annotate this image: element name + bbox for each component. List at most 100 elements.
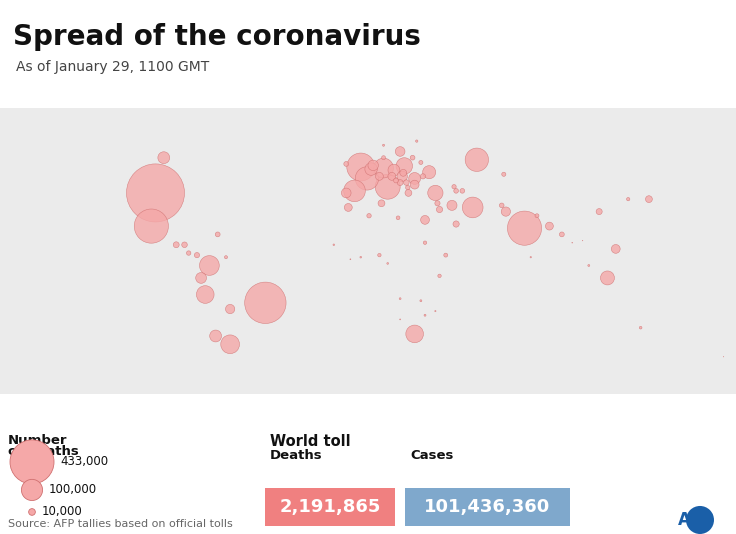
Circle shape	[400, 169, 407, 176]
Circle shape	[388, 172, 396, 180]
Circle shape	[182, 242, 187, 248]
Circle shape	[460, 189, 464, 193]
Circle shape	[454, 189, 459, 193]
Circle shape	[215, 232, 220, 237]
Circle shape	[194, 253, 199, 258]
Text: of deaths: of deaths	[8, 445, 79, 458]
Circle shape	[453, 221, 459, 227]
FancyBboxPatch shape	[265, 488, 395, 526]
Circle shape	[406, 325, 423, 343]
Circle shape	[375, 172, 383, 180]
Circle shape	[127, 164, 185, 222]
Circle shape	[344, 180, 365, 202]
FancyBboxPatch shape	[405, 488, 570, 526]
Circle shape	[572, 242, 573, 243]
Circle shape	[420, 300, 422, 302]
Circle shape	[612, 245, 620, 253]
Circle shape	[355, 167, 378, 190]
Circle shape	[452, 185, 456, 189]
Circle shape	[507, 211, 542, 245]
Circle shape	[196, 272, 207, 284]
Text: As of January 29, 1100 GMT: As of January 29, 1100 GMT	[16, 60, 209, 74]
Circle shape	[158, 152, 170, 163]
Circle shape	[408, 172, 420, 184]
Circle shape	[559, 232, 565, 237]
Circle shape	[502, 172, 506, 176]
Circle shape	[406, 185, 410, 190]
Circle shape	[403, 180, 409, 185]
Circle shape	[530, 256, 531, 258]
Circle shape	[21, 480, 43, 500]
Circle shape	[596, 209, 602, 215]
Circle shape	[134, 209, 169, 243]
Circle shape	[438, 274, 442, 278]
Circle shape	[420, 216, 429, 224]
Circle shape	[378, 200, 385, 207]
Circle shape	[422, 166, 436, 179]
Circle shape	[435, 310, 436, 312]
Circle shape	[383, 144, 385, 146]
Circle shape	[378, 254, 381, 257]
Circle shape	[396, 216, 400, 219]
Circle shape	[410, 155, 415, 160]
Text: 101,436,360: 101,436,360	[425, 498, 551, 516]
Circle shape	[333, 244, 335, 246]
Circle shape	[381, 156, 386, 160]
Circle shape	[221, 335, 239, 354]
Text: Deaths: Deaths	[270, 449, 322, 462]
Circle shape	[374, 158, 394, 178]
Circle shape	[447, 200, 457, 210]
Circle shape	[224, 256, 227, 259]
Circle shape	[186, 251, 191, 255]
Circle shape	[396, 158, 413, 174]
Circle shape	[428, 185, 443, 201]
Circle shape	[436, 207, 442, 213]
Circle shape	[368, 160, 378, 170]
Circle shape	[387, 263, 389, 264]
Circle shape	[424, 315, 426, 316]
Circle shape	[645, 196, 652, 202]
Text: 2,191,865: 2,191,865	[280, 498, 381, 516]
Circle shape	[395, 147, 405, 156]
Circle shape	[399, 298, 401, 300]
Circle shape	[435, 201, 440, 206]
Text: 10,000: 10,000	[41, 506, 82, 519]
Circle shape	[423, 241, 427, 245]
Circle shape	[360, 256, 361, 258]
Circle shape	[210, 330, 222, 342]
Circle shape	[347, 153, 375, 181]
Circle shape	[444, 253, 447, 257]
Circle shape	[10, 440, 54, 484]
Circle shape	[342, 188, 351, 198]
Circle shape	[410, 180, 419, 189]
Circle shape	[397, 171, 408, 182]
Text: 100,000: 100,000	[49, 483, 96, 497]
Text: Spread of the coronavirus: Spread of the coronavirus	[13, 23, 421, 51]
Text: AFP: AFP	[678, 511, 715, 529]
Circle shape	[350, 259, 351, 260]
FancyBboxPatch shape	[0, 108, 736, 394]
Circle shape	[545, 222, 553, 230]
Circle shape	[344, 161, 349, 166]
Circle shape	[375, 174, 400, 199]
Circle shape	[465, 148, 489, 171]
Circle shape	[416, 140, 418, 142]
Circle shape	[173, 242, 179, 248]
Circle shape	[405, 190, 412, 197]
Text: Cases: Cases	[410, 449, 453, 462]
Circle shape	[388, 164, 400, 176]
Circle shape	[365, 163, 378, 175]
Circle shape	[686, 506, 714, 534]
Text: 433,000: 433,000	[60, 456, 108, 468]
Circle shape	[397, 179, 403, 185]
Circle shape	[29, 508, 35, 515]
Circle shape	[626, 198, 630, 201]
Circle shape	[588, 264, 590, 266]
Circle shape	[535, 214, 539, 218]
Circle shape	[199, 256, 219, 276]
Circle shape	[500, 203, 504, 208]
Circle shape	[197, 286, 214, 303]
Circle shape	[344, 203, 353, 211]
Circle shape	[420, 174, 425, 179]
Circle shape	[225, 304, 235, 313]
